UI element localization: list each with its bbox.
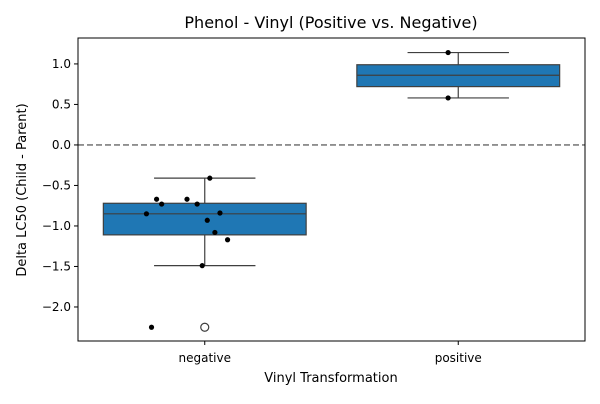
box-negative xyxy=(102,202,307,236)
x-tick-label: negative xyxy=(179,351,231,365)
chart-title: Phenol - Vinyl (Positive vs. Negative) xyxy=(184,13,477,32)
data-point xyxy=(217,210,223,216)
outlier-marker xyxy=(200,322,210,332)
data-point xyxy=(445,49,451,56)
y-tick-label: −2.0 xyxy=(42,300,71,314)
x-tick-label: positive xyxy=(435,351,482,365)
plot-area: 1.0 0.5 0.0 −0.5 −1.0 −1.5 −2.0 negative positiv… xyxy=(42,49,585,365)
x-axis-label: Vinyl Transformation xyxy=(264,371,397,386)
data-point xyxy=(153,196,160,202)
data-point xyxy=(212,229,218,236)
data-point xyxy=(199,263,205,269)
y-axis-label: Delta LC50 (Child - Parent) xyxy=(15,103,30,276)
data-point xyxy=(207,175,213,181)
data-point xyxy=(194,201,200,207)
y-tick-label: 1.0 xyxy=(52,57,71,71)
y-tick-label: 0.0 xyxy=(52,138,71,152)
y-tick-label: −1.0 xyxy=(42,219,71,233)
data-point xyxy=(204,217,210,223)
data-point xyxy=(159,201,165,207)
data-point xyxy=(445,95,451,101)
plot-frame xyxy=(77,37,586,342)
y-tick-label: 0.5 xyxy=(52,97,71,111)
y-tick-label: −1.5 xyxy=(42,259,71,273)
data-point xyxy=(224,237,231,243)
data-point xyxy=(184,196,190,202)
data-point xyxy=(143,211,150,217)
y-tick-label: −0.5 xyxy=(42,178,71,192)
data-point xyxy=(148,324,155,330)
